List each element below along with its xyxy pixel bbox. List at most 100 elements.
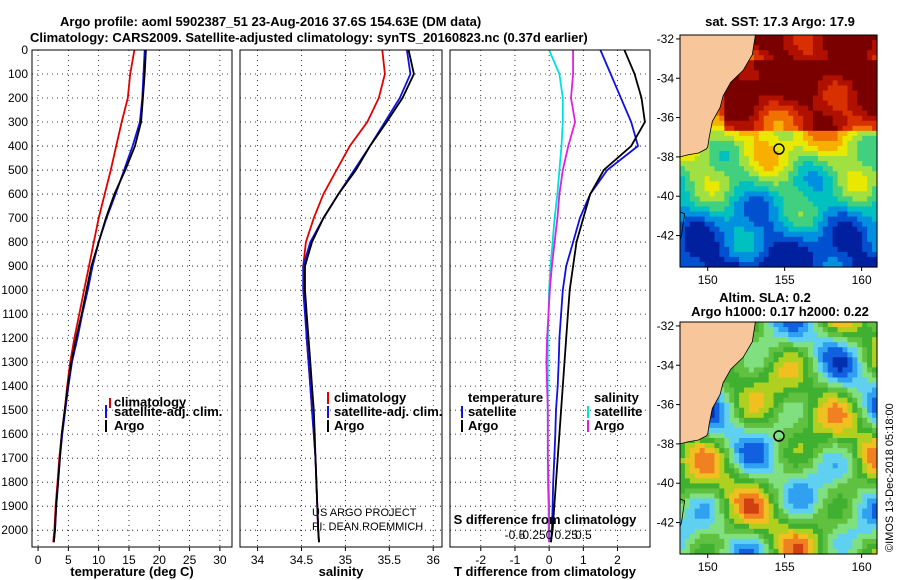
- map-cell: [862, 100, 868, 107]
- map-cell: [852, 543, 858, 550]
- map-cell: [793, 236, 799, 243]
- map-cell: [694, 211, 701, 218]
- map-cell: [867, 115, 873, 122]
- map-cell: [798, 80, 804, 87]
- map-cell: [842, 337, 849, 343]
- map-cell: [724, 261, 730, 268]
- map-cell: [862, 70, 868, 76]
- map-cell: [699, 211, 706, 218]
- map-cell: [699, 166, 706, 172]
- map-cell: [714, 443, 720, 449]
- map-cell: [704, 171, 711, 177]
- map-cell: [768, 110, 775, 117]
- map-cell: [808, 513, 814, 520]
- map-cell: [739, 241, 745, 248]
- map-cell: [842, 206, 849, 213]
- map-cell: [867, 493, 873, 500]
- map-cell: [867, 216, 873, 223]
- map-cell: [763, 50, 770, 56]
- map-cell: [847, 357, 853, 363]
- map-cell: [832, 201, 839, 208]
- map-cell: [724, 130, 730, 137]
- map-cell: [842, 156, 849, 162]
- map-cell: [852, 161, 858, 167]
- map-cell: [694, 468, 701, 474]
- map-cell: [744, 65, 750, 71]
- map-cell: [837, 80, 844, 87]
- map-cell: [753, 156, 760, 162]
- map-cell: [753, 60, 760, 66]
- map-cell: [694, 488, 701, 495]
- map-cell: [808, 201, 814, 208]
- map-cell: [842, 352, 849, 358]
- map-cell: [793, 135, 799, 142]
- map-cell: [867, 75, 873, 81]
- map-cell: [852, 50, 858, 56]
- map-cell: [694, 201, 701, 208]
- legend-argo-0: Argo: [114, 418, 144, 433]
- map-cell: [724, 186, 730, 192]
- map-cell: [753, 422, 760, 429]
- map-cell: [788, 458, 794, 464]
- map-cell: [704, 503, 711, 510]
- map-cell: [773, 105, 780, 112]
- map-cell: [793, 221, 799, 228]
- map-cell: [753, 468, 760, 474]
- map-cell: [862, 503, 868, 510]
- map-cell: [808, 120, 814, 127]
- map-cell: [817, 538, 824, 545]
- map-cell: [798, 55, 804, 61]
- map-cell: [842, 367, 849, 374]
- map-cell: [763, 145, 770, 152]
- map-cell: [689, 231, 696, 238]
- x-tick-label: 34.5: [290, 553, 314, 567]
- map-cell: [857, 201, 863, 208]
- map-cell: [739, 463, 745, 469]
- map-cell: [812, 362, 819, 368]
- map-cell: [744, 226, 750, 233]
- map-cell: [803, 367, 809, 374]
- map-cell: [773, 417, 780, 424]
- map-cell: [734, 397, 740, 404]
- map-cell: [729, 251, 735, 258]
- map-cell: [753, 407, 760, 414]
- depth-tick-label: 1800: [1, 475, 28, 489]
- map-cell: [734, 518, 740, 525]
- map-cell: [729, 85, 735, 92]
- map-cell: [872, 40, 878, 46]
- map-cell: [768, 161, 775, 167]
- map-cell: [753, 171, 760, 177]
- map-cell: [822, 362, 829, 368]
- map-cell: [744, 95, 750, 102]
- map-cell: [739, 176, 745, 182]
- map-cell: [694, 533, 701, 540]
- map-cell: [719, 201, 725, 208]
- map-cell: [857, 528, 863, 535]
- map-cell: [719, 498, 725, 505]
- map-cell: [699, 488, 706, 495]
- map-cell: [744, 85, 750, 92]
- map-cell: [778, 377, 785, 384]
- map-cell: [852, 186, 858, 192]
- map-cell: [734, 417, 740, 424]
- map-cell: [734, 95, 740, 102]
- map-cell: [852, 55, 858, 61]
- map-cell: [680, 523, 686, 530]
- map-cell: [788, 493, 794, 500]
- map-cell: [758, 241, 765, 248]
- map-cell: [842, 201, 849, 208]
- map-cell: [734, 438, 740, 444]
- map-cell: [842, 186, 849, 192]
- map-cell: [773, 135, 780, 142]
- map-cell: [773, 367, 780, 374]
- map-cell: [768, 80, 775, 87]
- map-cell: [773, 392, 780, 399]
- map-cell: [832, 377, 839, 384]
- map-cell: [714, 518, 720, 525]
- map-cell: [739, 115, 745, 122]
- map-cell: [793, 443, 799, 449]
- map-cell: [847, 125, 853, 132]
- map-cell: [862, 357, 868, 363]
- map-cell: [832, 256, 839, 263]
- map-cell: [689, 261, 696, 268]
